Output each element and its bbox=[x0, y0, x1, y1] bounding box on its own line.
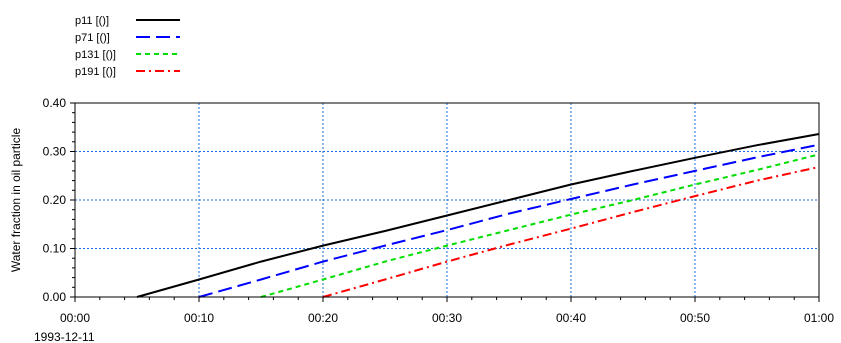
series-line-2 bbox=[260, 153, 820, 298]
chart-legend: p11 [()] p71 [()] p131 [()] p191 [()] bbox=[75, 15, 180, 78]
series-line-1 bbox=[198, 143, 820, 298]
y-tick-label: 0.40 bbox=[43, 96, 67, 110]
y-axis-label: Water fraction in oil particle bbox=[9, 128, 23, 273]
legend-label: p71 [()] bbox=[75, 32, 110, 44]
x-tick-label: 00:20 bbox=[308, 311, 338, 325]
x-tick-label: 01:00 bbox=[804, 311, 834, 325]
x-tick-label: 00:10 bbox=[184, 311, 214, 325]
x-axis: 00:00 00:10 00:20 00:30 00:40 00:50 01:00 bbox=[60, 297, 834, 325]
legend-label: p191 [()] bbox=[75, 66, 116, 78]
legend-label: p11 [()] bbox=[75, 15, 109, 27]
x-tick-label: 00:00 bbox=[60, 311, 90, 325]
x-tick-label: 00:50 bbox=[680, 311, 710, 325]
y-tick-label: 0.20 bbox=[43, 193, 67, 207]
series-layer bbox=[136, 133, 820, 298]
series-line-0 bbox=[136, 133, 820, 298]
x-axis-date-label: 1993-12-11 bbox=[34, 330, 95, 343]
grid-lines bbox=[75, 103, 819, 297]
legend-label: p131 [()] bbox=[75, 49, 116, 61]
y-tick-label: 0.10 bbox=[43, 242, 67, 256]
plot-border bbox=[74, 102, 820, 298]
x-tick-label: 00:30 bbox=[432, 311, 462, 325]
y-axis: 0.00 0.10 0.20 0.30 0.40 bbox=[43, 96, 75, 304]
y-tick-label: 0.30 bbox=[43, 145, 67, 159]
x-tick-label: 00:40 bbox=[556, 311, 586, 325]
y-tick-label: 0.00 bbox=[43, 290, 67, 304]
